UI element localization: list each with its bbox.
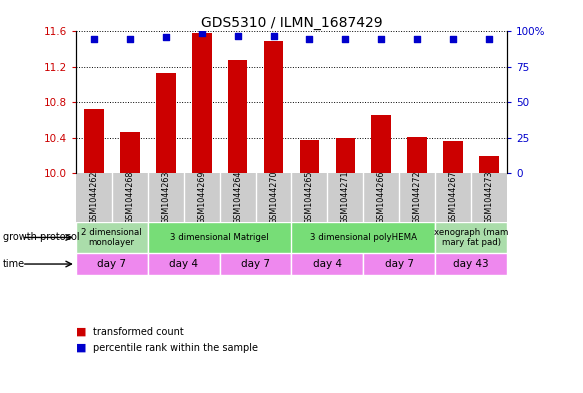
Text: day 43: day 43	[454, 259, 489, 269]
Point	[377, 35, 386, 42]
Bar	[264, 41, 283, 173]
Bar	[436, 222, 507, 253]
Point	[89, 35, 99, 42]
Text: GSM1044267: GSM1044267	[449, 171, 458, 224]
Text: 3 dimensional polyHEMA: 3 dimensional polyHEMA	[310, 233, 417, 242]
Text: day 7: day 7	[385, 259, 414, 269]
Title: GDS5310 / ILMN_1687429: GDS5310 / ILMN_1687429	[201, 17, 382, 30]
Bar	[192, 33, 212, 173]
Point	[233, 33, 243, 39]
Text: 3 dimensional Matrigel: 3 dimensional Matrigel	[170, 233, 269, 242]
Text: day 4: day 4	[313, 259, 342, 269]
Text: GSM1044269: GSM1044269	[197, 171, 206, 224]
Bar	[147, 253, 220, 275]
Text: GSM1044268: GSM1044268	[125, 171, 134, 224]
Bar	[76, 253, 147, 275]
Bar	[292, 253, 363, 275]
Point	[413, 35, 422, 42]
Text: GSM1044263: GSM1044263	[161, 171, 170, 224]
Bar	[292, 222, 436, 253]
Text: GSM1044271: GSM1044271	[341, 171, 350, 224]
Bar	[228, 60, 247, 173]
Text: 2 dimensional
monolayer: 2 dimensional monolayer	[82, 228, 142, 247]
Bar	[444, 141, 463, 173]
Bar	[363, 253, 436, 275]
Text: transformed count: transformed count	[93, 327, 184, 337]
Point	[484, 35, 494, 42]
Text: percentile rank within the sample: percentile rank within the sample	[93, 343, 258, 353]
Point	[305, 35, 314, 42]
Bar	[84, 109, 104, 173]
Bar	[76, 222, 147, 253]
Text: day 4: day 4	[169, 259, 198, 269]
Text: xenograph (mam
mary fat pad): xenograph (mam mary fat pad)	[434, 228, 508, 247]
Bar	[147, 222, 292, 253]
Text: GSM1044270: GSM1044270	[269, 171, 278, 224]
Text: GSM1044264: GSM1044264	[233, 171, 242, 224]
Text: time: time	[3, 259, 25, 269]
Bar	[120, 132, 139, 173]
Bar	[336, 138, 355, 173]
Text: GSM1044265: GSM1044265	[305, 171, 314, 224]
Text: ■: ■	[76, 327, 86, 337]
Point	[197, 30, 206, 36]
Text: day 7: day 7	[241, 259, 270, 269]
Point	[448, 35, 458, 42]
Bar	[436, 253, 507, 275]
Bar	[371, 115, 391, 173]
Text: GSM1044266: GSM1044266	[377, 171, 386, 224]
Point	[269, 33, 278, 39]
Text: GSM1044273: GSM1044273	[484, 171, 494, 224]
Point	[340, 35, 350, 42]
Bar	[220, 253, 292, 275]
Bar	[479, 156, 499, 173]
Bar	[156, 73, 175, 173]
Point	[125, 35, 134, 42]
Text: GSM1044272: GSM1044272	[413, 171, 422, 224]
Bar	[300, 140, 319, 173]
Text: growth protocol: growth protocol	[3, 232, 79, 242]
Point	[161, 34, 170, 40]
Bar	[408, 137, 427, 173]
Text: day 7: day 7	[97, 259, 127, 269]
Text: ■: ■	[76, 343, 86, 353]
Text: GSM1044262: GSM1044262	[89, 171, 99, 224]
